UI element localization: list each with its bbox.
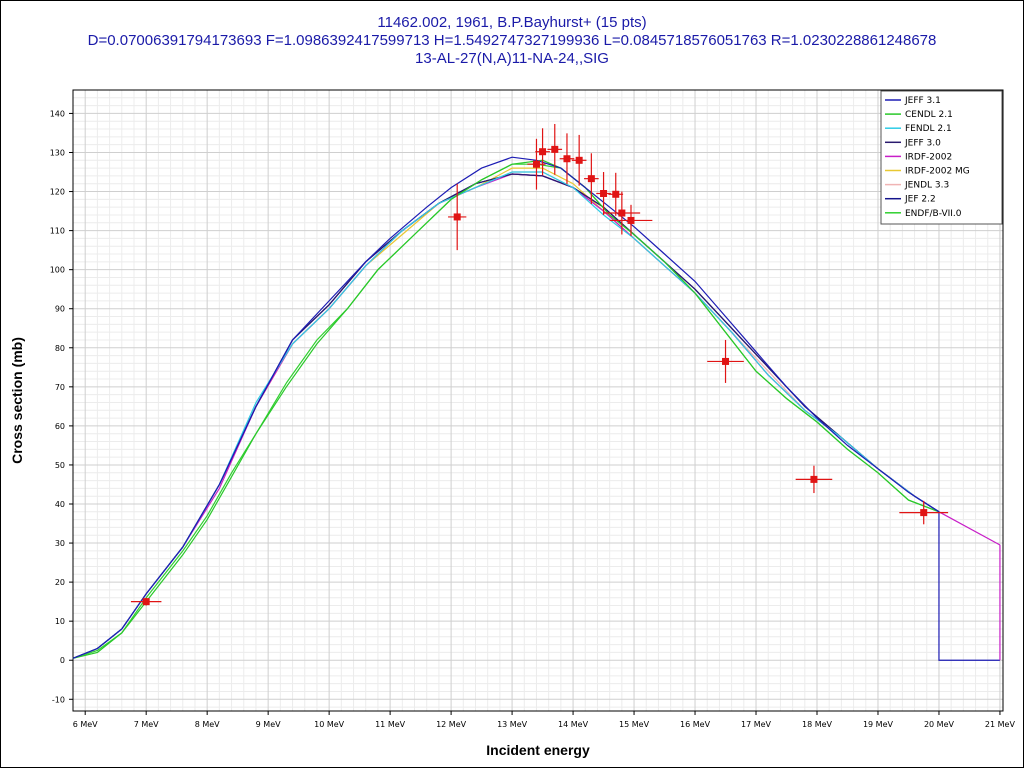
y-tick-label: 110 (50, 227, 65, 236)
x-tick-label: 14 MeV (558, 720, 589, 729)
legend-label: IRDF-2002 MG (905, 167, 970, 177)
data-point (618, 209, 626, 217)
x-tick-label: 19 MeV (863, 720, 894, 729)
data-point (810, 475, 818, 483)
y-tick-label: -10 (52, 695, 65, 704)
x-tick-label: 15 MeV (619, 720, 650, 729)
data-point (539, 148, 547, 156)
y-tick-label: 80 (55, 344, 65, 353)
y-tick-label: 40 (55, 500, 65, 509)
x-tick-label: 7 MeV (134, 720, 159, 729)
axes: 6 MeV 7 MeV 8 MeV 9 MeV 10 MeV 11 MeV 12 MeV 13… (50, 109, 1016, 729)
y-tick-label: 50 (55, 461, 65, 470)
data-point (532, 160, 540, 168)
data-point (587, 175, 595, 183)
legend-label: JEF 2.2 (904, 195, 936, 205)
x-tick-label: 6 MeV (73, 720, 98, 729)
legend-label: FENDL 2.1 (905, 124, 952, 134)
data-point (612, 190, 620, 198)
x-tick-label: 10 MeV (314, 720, 345, 729)
x-tick-label: 12 MeV (436, 720, 467, 729)
y-tick-label: 0 (60, 656, 65, 665)
y-tick-label: 70 (55, 383, 65, 392)
y-axis-label: Cross section (mb) (9, 337, 25, 464)
data-point (722, 357, 730, 365)
x-tick-label: 9 MeV (256, 720, 281, 729)
data-point (563, 155, 571, 163)
chart-title-line-1: 11462.002, 1961, B.P.Bayhurst+ (15 pts) (377, 14, 647, 31)
series-line-fendl-2-1 (72, 171, 940, 659)
y-tick-label: 90 (55, 305, 65, 314)
x-tick-label: 8 MeV (195, 720, 220, 729)
legend-label: ENDF/B-VII.0 (905, 209, 962, 219)
data-point (600, 190, 608, 197)
y-tick-label: 10 (55, 617, 65, 626)
series-line-jendl-3-3 (72, 171, 940, 659)
legend-label: IRDF-2002 (905, 152, 952, 162)
chart-title-line-2: D=0.07006391794173693 F=1.09863924175997… (87, 32, 937, 49)
legend-label: JEFF 3.0 (904, 138, 941, 148)
series-line-jeff-3-1 (72, 156, 940, 659)
x-tick-label: 20 MeV (924, 720, 955, 729)
x-tick-label: 11 MeV (375, 720, 406, 729)
y-tick-label: 130 (50, 148, 65, 157)
y-tick-label: 140 (50, 109, 65, 118)
data-point (627, 216, 635, 224)
grid (72, 89, 1003, 711)
y-tick-label: 120 (50, 188, 65, 197)
y-tick-label: 30 (55, 539, 65, 548)
series-line-jeff-3-1-tail (938, 511, 1000, 661)
x-tick-label: 13 MeV (497, 720, 528, 729)
evaluated-data-lines (72, 156, 1001, 661)
x-tick-label: 17 MeV (741, 720, 772, 729)
measured-data-points (130, 123, 949, 606)
plot-area (72, 89, 1004, 712)
chart-titles: 11462.002, 1961, B.P.Bayhurst+ (15 pts) … (0, 14, 1024, 68)
data-point (920, 509, 928, 517)
legend[interactable]: JEFF 3.1 CENDL 2.1 FENDL 2.1 JEFF 3.0 IRDF-2… (880, 90, 1003, 225)
legend-box (880, 90, 1003, 225)
legend-label: JEFF 3.1 (904, 96, 941, 106)
data-point (142, 598, 150, 606)
x-tick-label: 16 MeV (680, 720, 711, 729)
y-tick-label: 20 (55, 578, 65, 587)
legend-label: JENDL 3.3 (904, 181, 949, 191)
y-tick-label: 60 (55, 422, 65, 431)
x-tick-label: 21 MeV (985, 720, 1016, 729)
data-point (575, 156, 583, 164)
legend-label: CENDL 2.1 (905, 110, 953, 120)
x-tick-label: 18 MeV (802, 720, 833, 729)
chart-title-line-3: 13-AL-27(N,A)11-NA-24,,SIG (415, 50, 609, 67)
data-point (453, 213, 461, 221)
y-tick-label: 100 (50, 266, 65, 275)
x-axis-label: Incident energy (486, 742, 590, 758)
data-point (551, 145, 559, 153)
series-line-cendl-2-1 (72, 159, 940, 659)
